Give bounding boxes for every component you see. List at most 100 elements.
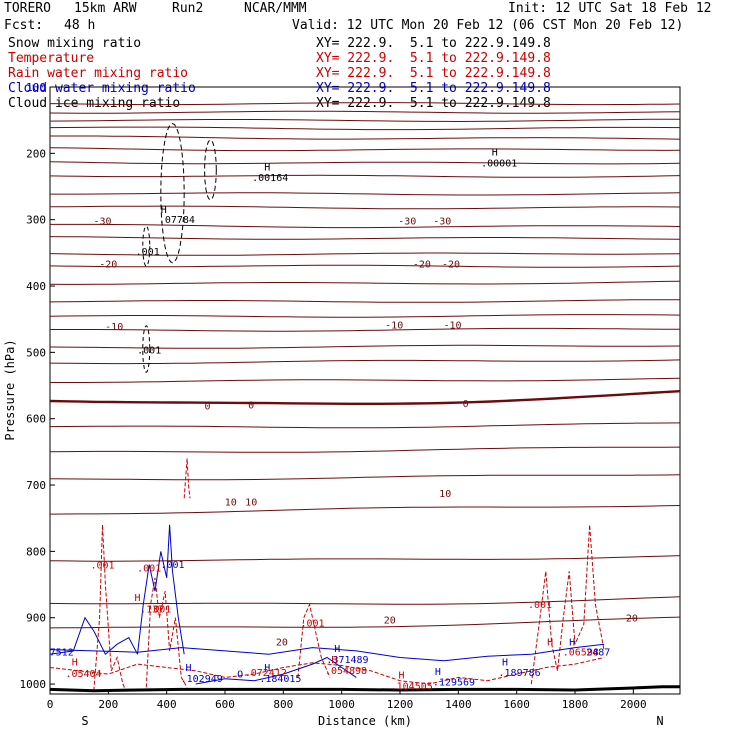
contour-label: .184015	[259, 674, 301, 685]
legend-xy-cloud-water: XY= 222.9. 5.1 to 222.9.149.8	[316, 81, 551, 96]
contour-label: H	[264, 163, 270, 174]
isotherm-line	[49, 314, 681, 318]
contour-label: .072412	[245, 668, 287, 679]
contour-label: H	[502, 658, 508, 669]
header-resolution: 15km ARW	[74, 1, 137, 16]
rain-contour	[530, 524, 605, 685]
contour-label: .00164	[252, 173, 288, 184]
legend-name-cloud-water: Cloud water mixing ratio	[8, 81, 196, 96]
contour-label: H	[331, 655, 337, 666]
contour-label: -30	[93, 216, 111, 227]
contour-label: H	[264, 663, 270, 674]
cloud-water-contour	[49, 643, 605, 662]
contour-label: H	[547, 638, 553, 649]
isotherm-line	[49, 555, 681, 562]
contour-label: 20	[626, 614, 638, 625]
isotherm-line	[49, 474, 681, 481]
x-tick-label: 200	[98, 698, 118, 711]
end-label-left: S	[81, 714, 88, 728]
isotherm-line	[50, 377, 681, 383]
isotherm-line	[49, 505, 681, 515]
contour-label: -30	[433, 216, 451, 227]
snow-contour	[204, 139, 217, 201]
terrain-line	[49, 685, 680, 693]
contour-label: H	[435, 667, 441, 678]
header-model: TORERO	[4, 1, 51, 16]
cloud-water-contour	[137, 524, 185, 655]
contour-label: H	[334, 644, 340, 655]
contour-label: 10	[245, 498, 257, 509]
contour-label: H	[398, 671, 404, 682]
x-tick-label: 600	[215, 698, 235, 711]
contour-label: .102949	[181, 674, 223, 685]
contour-label: .137	[140, 604, 164, 615]
y-tick-label: 200	[26, 147, 46, 160]
rain-contour	[297, 602, 331, 678]
x-tick-label: 1200	[387, 698, 414, 711]
contour-label: -30	[398, 216, 416, 227]
contour-label: 0	[204, 401, 210, 412]
x-tick-label: 2000	[620, 698, 647, 711]
legend-name-rain: Rain water mixing ratio	[8, 66, 189, 81]
isotherm-line	[49, 161, 681, 165]
contour-label: .054898	[325, 666, 367, 677]
isotherm-line	[49, 596, 681, 605]
contour-label: H	[569, 638, 575, 649]
header-init: Init: 12 UTC Sat 18 Feb 12	[508, 1, 712, 16]
contour-label: .104505	[391, 681, 433, 692]
contour-label: 0	[248, 401, 254, 412]
ice-contour	[142, 225, 151, 267]
header-fcst-label: Fcst:	[4, 18, 44, 33]
legend-name-temperature: Temperature	[8, 51, 95, 66]
isotherm-line	[49, 446, 681, 453]
isotherm-line	[49, 102, 681, 106]
y-tick-label: 300	[26, 214, 46, 227]
contour-label: H	[492, 147, 498, 158]
y-tick-label: 800	[26, 545, 46, 558]
legend-xy-temperature: XY= 222.9. 5.1 to 222.9.149.8	[316, 51, 551, 66]
y-tick-label: 1000	[20, 678, 47, 691]
contour-label: 20	[384, 616, 396, 627]
y-axis-label: Pressure (hPa)	[3, 339, 17, 440]
contour-label: .001	[90, 561, 114, 572]
isotherm-line	[49, 110, 681, 114]
isotherm-line	[49, 126, 681, 131]
x-tick-label: 800	[273, 698, 293, 711]
contour-label: 7512	[50, 648, 74, 659]
contour-label: .001	[136, 247, 160, 258]
header-org: NCAR/MMM	[244, 1, 307, 16]
plot-frame	[49, 86, 681, 695]
contour-label: .129569	[433, 677, 475, 688]
contour-label: H	[134, 593, 140, 604]
contour-label: .001	[137, 346, 161, 357]
isotherm-line	[49, 264, 681, 268]
contour-label: .00001	[481, 159, 517, 170]
contour-label: H	[72, 658, 78, 669]
isotherm-line	[49, 205, 681, 210]
contour-label: .06598	[563, 648, 599, 659]
isotherm-line	[50, 192, 681, 196]
x-tick-label: 1600	[503, 698, 530, 711]
contour-label: -20	[99, 259, 117, 270]
y-tick-label-top: 100	[26, 81, 46, 94]
cloud-water-contour	[49, 616, 138, 655]
y-tick-label: 500	[26, 346, 46, 359]
x-tick-label: 1000	[328, 698, 355, 711]
isotherm-line	[50, 135, 681, 140]
isotherm-line	[49, 422, 681, 429]
x-tick-label: 0	[47, 698, 54, 711]
rain-contour	[93, 524, 127, 691]
header-fcst-value: 48 h	[64, 18, 96, 33]
contour-label: .371489	[326, 655, 368, 666]
contour-label: 10	[225, 498, 237, 509]
contour-label: .189786	[499, 668, 541, 679]
contour-label: -20	[442, 259, 460, 270]
rain-contour	[49, 657, 605, 685]
cloud-water-contour	[195, 656, 357, 685]
isotherm-line	[49, 299, 680, 303]
contour-label: 001	[153, 604, 171, 615]
contour-label: .001	[160, 560, 184, 571]
contour-label: -10	[443, 321, 461, 332]
contour-label: .001	[528, 600, 552, 611]
